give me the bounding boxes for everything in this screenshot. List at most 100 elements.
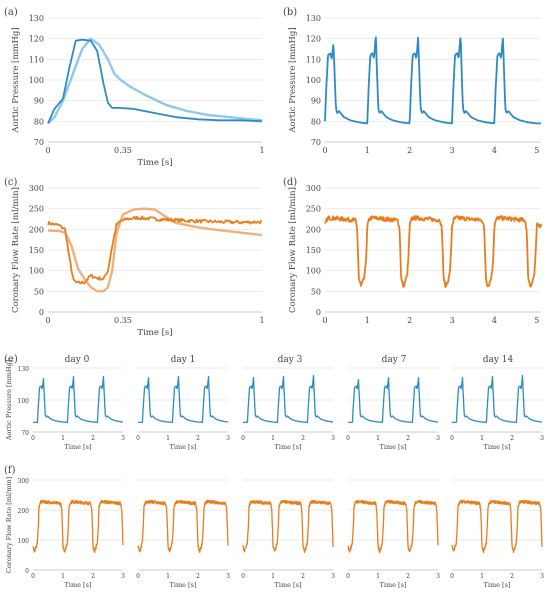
- panel-label-e: (e): [4, 354, 18, 365]
- ytick-f-0-200: 200: [18, 508, 30, 515]
- xtick-d-1: 1: [365, 316, 370, 325]
- xtick-e-0-3: 3: [121, 435, 125, 442]
- series-f-3-0: [347, 499, 439, 554]
- xlabel-c: Time [s]: [137, 328, 172, 338]
- xtick-b-3: 3: [450, 146, 455, 155]
- series-f-4-0: [451, 499, 543, 554]
- chart-a: 70 80 90 100 110 120 130 0 0.35 1 Time [s] Aortic P…: [11, 14, 265, 168]
- xtick-d-0: 0: [322, 316, 327, 325]
- panel-label-a: (a): [4, 7, 18, 18]
- xtick-e-2-3: 3: [331, 435, 335, 442]
- xtick-e-3-2: 2: [406, 435, 410, 442]
- chart-f-1: 0 1 2 3 Time [s]: [136, 479, 230, 589]
- panel-label-d: (d): [283, 177, 297, 188]
- chart-f-3: 0 1 2 3 Time [s]: [346, 479, 440, 589]
- series-e-3-0: [347, 376, 439, 424]
- xtick-e-3-3: 3: [436, 435, 440, 442]
- xlabel-e-2: Time [s]: [275, 443, 302, 451]
- day-label-14: day 14: [483, 355, 514, 365]
- day-label-0: day 0: [65, 355, 90, 365]
- ytick-d-200: 200: [306, 225, 321, 234]
- xtick-e-2-0: 0: [241, 435, 245, 442]
- xtick-f-0-1: 1: [61, 573, 65, 580]
- xtick-e-2-1: 1: [271, 435, 275, 442]
- xtick-e-4-1: 1: [480, 435, 484, 442]
- xlabel-f-3: Time [s]: [380, 581, 407, 589]
- xtick-e-1-0: 0: [136, 435, 140, 442]
- day-label-1: day 1: [171, 355, 196, 365]
- series-e-4-0: [451, 374, 543, 424]
- xlabel-e-4: Time [s]: [484, 443, 511, 451]
- series-f-2-0: [242, 499, 334, 554]
- xtick-e-4-2: 2: [510, 435, 514, 442]
- ytick-b-110: 110: [306, 55, 321, 64]
- xtick-e-3-1: 1: [376, 435, 380, 442]
- xtick-f-3-2: 2: [406, 573, 410, 580]
- ytick-d-250: 250: [306, 205, 321, 214]
- ytick-d-100: 100: [306, 267, 321, 276]
- ytick-a-90: 90: [34, 97, 44, 106]
- xtick-b-4: 4: [492, 146, 497, 155]
- chart-e-3: 0 1 2 3 Time [s]: [346, 367, 440, 451]
- xtick-f-2-2: 2: [301, 573, 305, 580]
- ytick-d-50: 50: [311, 287, 321, 296]
- xtick-f-4-0: 0: [450, 573, 454, 580]
- xtick-f-3-0: 0: [346, 573, 350, 580]
- day-label-3: day 3: [278, 355, 303, 365]
- xlabel-f-0: Time [s]: [65, 581, 92, 589]
- chart-f-4: 0 1 2 3 Time [s]: [450, 479, 544, 589]
- ytick-a-100: 100: [29, 76, 44, 85]
- ylabel-e-0: Aortic Pressure [mmHg]: [5, 360, 13, 442]
- ytick-b-90: 90: [311, 97, 321, 106]
- ytick-a-110: 110: [29, 55, 44, 64]
- ytick-b-100: 100: [306, 76, 321, 85]
- chart-f-0: 0 100 200 300 0 1 2 3 Time [s] Coronary Flow Rate…: [5, 477, 125, 589]
- ytick-f-0-0: 0: [25, 568, 29, 575]
- xtick-b-2: 2: [407, 146, 412, 155]
- xtick-a-1: 0.35: [114, 146, 132, 155]
- ytick-c-100: 100: [29, 267, 44, 276]
- ytick-e-0-130: 130: [18, 366, 30, 373]
- ylabel-f-0: Coronary Flow Rate [ml/min]: [5, 477, 13, 573]
- series-f-1-0: [137, 499, 229, 553]
- xtick-e-4-3: 3: [540, 435, 544, 442]
- xtick-f-4-2: 2: [510, 573, 514, 580]
- xtick-f-1-3: 3: [226, 573, 230, 580]
- ytick-d-0: 0: [316, 308, 321, 317]
- xtick-a-2: 1: [259, 146, 264, 155]
- ylabel-d: Coronary Flow Rate [ml/min]: [288, 187, 298, 313]
- xtick-e-3-0: 0: [346, 435, 350, 442]
- ytick-e-0-100: 100: [18, 398, 30, 405]
- xtick-f-2-3: 3: [331, 573, 335, 580]
- chart-e-1: 0 1 2 3 Time [s]: [136, 367, 230, 451]
- chart-e-0: 70 100 130 0 1 2 3 Time [s] Aortic Pressure [mmH…: [5, 360, 125, 451]
- ytick-d-300: 300: [306, 184, 321, 193]
- chart-c: 0 50 100 150 200 250 300 0 0.35 1 Time [s] Coronary…: [11, 184, 265, 338]
- xlabel-f-2: Time [s]: [275, 581, 302, 589]
- ytick-a-130: 130: [29, 14, 44, 23]
- series-e-2-0: [242, 374, 334, 424]
- xlabel-e-0: Time [s]: [65, 443, 92, 451]
- xtick-e-0-1: 1: [61, 435, 65, 442]
- xtick-d-5: 5: [534, 316, 539, 325]
- chart-b: 70 80 90 100 110 120 130 0 1 2 3 4 5 Aortic Pressure …: [288, 14, 542, 155]
- ytick-e-0-70: 70: [21, 430, 29, 437]
- ytick-f-0-100: 100: [18, 538, 30, 545]
- xtick-c-2: 1: [259, 316, 264, 325]
- xlabel-f-1: Time [s]: [170, 581, 197, 589]
- xtick-f-4-1: 1: [480, 573, 484, 580]
- ytick-c-200: 200: [29, 225, 44, 234]
- ytick-c-50: 50: [34, 287, 44, 296]
- xtick-f-2-1: 1: [271, 573, 275, 580]
- ytick-b-120: 120: [306, 35, 321, 44]
- chart-f-2: 0 1 2 3 Time [s]: [241, 479, 335, 589]
- xtick-e-2-2: 2: [301, 435, 305, 442]
- chart-e-4: 0 1 2 3 Time [s]: [450, 367, 544, 451]
- xtick-f-1-1: 1: [166, 573, 170, 580]
- ytick-d-150: 150: [306, 246, 321, 255]
- xtick-e-1-3: 3: [226, 435, 230, 442]
- xtick-f-3-1: 1: [376, 573, 380, 580]
- xlabel-e-1: Time [s]: [170, 443, 197, 451]
